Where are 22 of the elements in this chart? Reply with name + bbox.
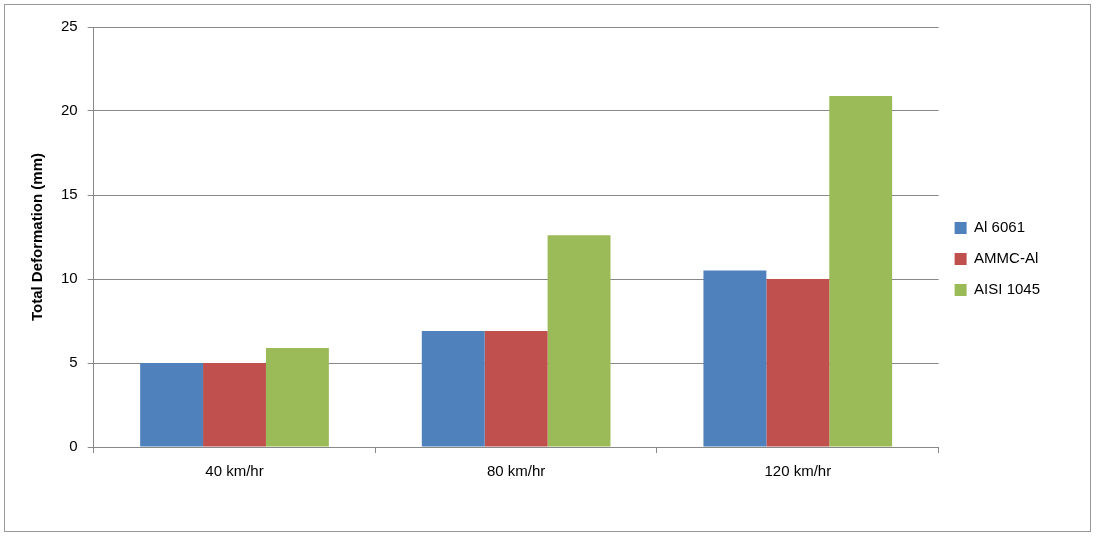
y-axis-title: Total Deformation (mm) <box>28 152 46 322</box>
legend-label: AISI 1045 <box>974 280 1041 298</box>
bar <box>829 95 893 447</box>
y-tick-label: 5 <box>69 353 78 371</box>
bar <box>203 363 266 447</box>
x-tick-label: 40 km/hr <box>205 462 264 480</box>
bar <box>140 363 204 447</box>
legend-label: Al 6061 <box>974 218 1025 236</box>
bar <box>265 347 329 447</box>
x-tick-label: 80 km/hr <box>486 462 546 480</box>
bar <box>421 331 485 447</box>
bar <box>547 235 611 447</box>
x-tick-label: 120 km/hr <box>764 462 832 480</box>
y-tick-label: 15 <box>61 185 78 203</box>
y-tick-label: 20 <box>61 101 78 119</box>
bar <box>484 331 548 447</box>
bar <box>703 270 767 447</box>
y-tick-label: 0 <box>69 437 78 455</box>
bar <box>766 279 830 447</box>
y-tick-label: 10 <box>61 269 78 287</box>
legend-label: AMMC-Al <box>974 249 1039 267</box>
y-tick-label: 25 <box>61 17 78 35</box>
